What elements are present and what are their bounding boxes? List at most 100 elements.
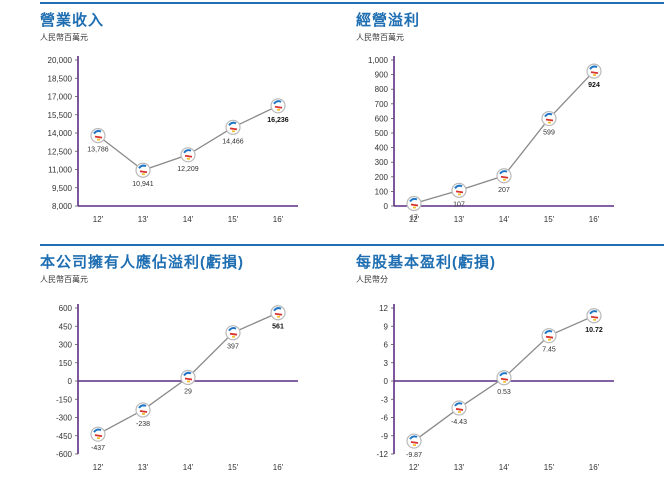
y-tick-label: 0 [68, 377, 73, 386]
data-point-marker [90, 426, 106, 442]
y-tick-label: -9 [381, 432, 389, 441]
data-label: 10.72 [585, 327, 603, 334]
y-tick-label: 6 [384, 341, 389, 350]
y-tick-label: 9,500 [52, 184, 73, 193]
x-tick-label: 13' [454, 463, 465, 472]
x-tick-label: 12' [409, 463, 420, 472]
chart-unit-label: 人民幣百萬元 [356, 33, 404, 42]
y-tick-label: 600 [59, 304, 73, 313]
data-point-marker [406, 433, 422, 449]
data-label: 29 [184, 388, 192, 395]
y-tick-label: -12 [376, 450, 388, 459]
data-label: 13,786 [87, 147, 109, 154]
chart-plot: 0 100 200 300 400 500 600 700 800 900 1,000 12' 13' 1… [368, 56, 614, 224]
data-label: -9.87 [406, 452, 422, 459]
chart-plot: -12 -9 -6 -3 0 3 6 9 12 12' 13' 14' 15' 16' -9.87 -4.43… [376, 304, 614, 472]
y-tick-label: 3 [384, 359, 389, 368]
data-point-marker [180, 147, 196, 163]
x-tick-label: 15' [544, 463, 555, 472]
x-tick-label: 13' [138, 463, 149, 472]
data-label: -238 [136, 421, 150, 428]
y-tick-label: 1,000 [368, 56, 389, 65]
y-tick-label: 800 [375, 85, 389, 94]
y-tick-label: 17,000 [48, 93, 73, 102]
y-tick-label: 11,000 [48, 166, 72, 175]
data-point-marker [406, 195, 422, 212]
data-point-marker [135, 402, 151, 418]
x-tick-label: 14' [499, 463, 510, 472]
chart-unit-label: 人民幣百萬元 [40, 33, 88, 42]
y-tick-label: 600 [375, 114, 389, 123]
x-tick-label: 12' [93, 215, 104, 224]
panel-rule [356, 244, 664, 246]
y-tick-label: -150 [56, 395, 73, 404]
y-tick-label: 20,000 [48, 56, 73, 65]
x-tick-label: 14' [183, 463, 194, 472]
y-tick-label: 0 [384, 377, 389, 386]
data-label: 561 [272, 324, 284, 331]
data-label: 16,236 [267, 117, 289, 124]
panel-rule [356, 2, 664, 4]
chart-panel-owner-profit: 本公司擁有人應佔溢利(虧損) 人民幣百萬元 -600 -450 -300 -150 0 1… [40, 244, 356, 480]
data-label: -4.43 [451, 419, 467, 426]
y-tick-label: 15,500 [48, 111, 73, 120]
chart-unit-label: 人民幣百萬元 [40, 275, 88, 284]
data-point-marker [270, 305, 286, 321]
x-tick-label: 16' [273, 215, 284, 224]
chart-panel-revenue: 營業收入 人民幣百萬元 8,000 9,500 11,000 12,500 14,000… [40, 2, 356, 238]
x-tick-label: 12' [93, 463, 104, 472]
y-tick-label: 12,500 [48, 147, 73, 156]
y-tick-label: 18,500 [48, 74, 73, 83]
data-point-marker [135, 162, 151, 178]
data-label: 0.53 [497, 389, 511, 396]
chart-panel-eps: 每股基本盈利(虧損) 人民幣分 -12 -9 -6 -3 0 3 6 9 12 12' 13' 14'… [356, 244, 664, 480]
x-tick-label: 15' [544, 215, 555, 224]
y-tick-label: 12 [379, 304, 388, 313]
x-tick-label: 14' [183, 215, 194, 224]
x-tick-label: 14' [499, 215, 510, 224]
data-point-marker [451, 182, 467, 198]
chart-title: 營業收入 [40, 12, 105, 29]
x-tick-label: 15' [228, 463, 239, 472]
data-point-marker [451, 400, 467, 416]
y-tick-label: 8,000 [52, 202, 73, 211]
data-label: 10,941 [132, 181, 154, 188]
y-tick-label: -300 [56, 414, 73, 423]
y-tick-label: 300 [375, 158, 389, 167]
chart-unit-label: 人民幣分 [356, 275, 388, 284]
y-tick-label: 300 [59, 341, 73, 350]
x-tick-label: 13' [138, 215, 149, 224]
y-tick-label: 0 [384, 202, 389, 211]
data-label: 7.45 [542, 347, 556, 354]
data-point-marker [180, 369, 196, 386]
y-tick-label: -600 [56, 450, 73, 459]
y-tick-label: -3 [381, 395, 389, 404]
y-tick-label: 9 [384, 322, 389, 331]
data-point-marker [541, 328, 557, 344]
y-tick-label: -450 [56, 432, 73, 441]
data-point-marker [586, 63, 602, 79]
data-label: 17 [410, 215, 418, 222]
series-line [413, 70, 595, 205]
data-label: 207 [498, 187, 510, 194]
y-tick-label: 14,000 [48, 129, 73, 138]
data-point-marker [586, 308, 602, 324]
y-tick-label: 400 [375, 144, 389, 153]
data-label: 107 [453, 201, 465, 208]
data-point-marker [496, 168, 512, 184]
x-tick-label: 16' [589, 463, 600, 472]
panel-rule [40, 2, 356, 4]
y-tick-label: 450 [59, 322, 73, 331]
data-point-marker [541, 110, 557, 127]
panel-rule [40, 244, 356, 246]
y-tick-label: -6 [381, 414, 389, 423]
x-tick-label: 15' [228, 215, 239, 224]
y-tick-label: 150 [59, 359, 73, 368]
y-tick-label: 900 [375, 71, 389, 80]
data-label: 599 [543, 130, 555, 137]
chart-title: 每股基本盈利(虧損) [356, 254, 496, 271]
x-tick-label: 16' [589, 215, 600, 224]
data-point-marker [225, 325, 241, 341]
data-label: 12,209 [177, 166, 199, 173]
data-label: 924 [588, 82, 600, 89]
